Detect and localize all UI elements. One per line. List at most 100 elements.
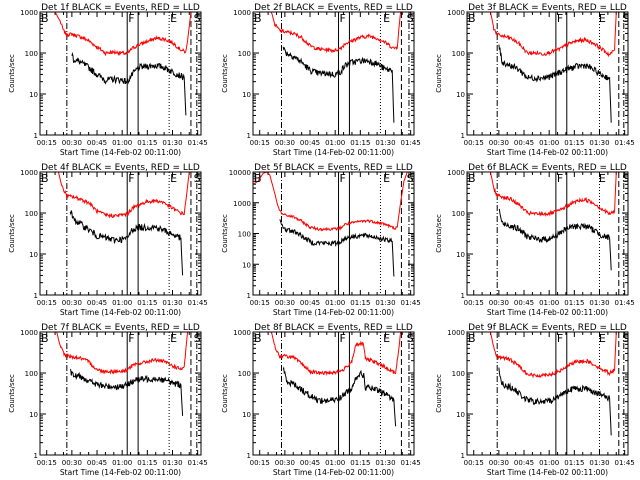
- y-tick-label: 100: [25, 370, 38, 378]
- series-events-black: [279, 219, 395, 277]
- marker-label-F: F: [340, 172, 346, 185]
- x-tick-label: 00:15: [37, 459, 57, 467]
- x-tick-label: 00:45: [514, 459, 534, 467]
- x-tick-label: 01:00: [325, 299, 345, 307]
- series-lld-red: [270, 12, 402, 54]
- series-events-black: [282, 366, 397, 427]
- marker-label-S: S: [194, 12, 201, 25]
- x-tick-label: 00:30: [62, 139, 82, 147]
- y-tick-label: 1: [461, 132, 465, 140]
- x-tick-label: 01:45: [188, 459, 208, 467]
- marker-label-E: E: [599, 12, 606, 25]
- y-tick-label: 100: [25, 50, 38, 58]
- x-tick-label: 01:00: [539, 299, 559, 307]
- panel-7: Det 7f BLACK = Events, RED = LLD Counts/s…: [8, 323, 208, 477]
- x-tick-label: 01:45: [615, 459, 635, 467]
- marker-label-B: B: [254, 172, 262, 185]
- panel-3: Det 3f BLACK = Events, RED = LLD Counts/s…: [435, 3, 635, 157]
- y-tick-label: 100: [238, 370, 251, 378]
- x-tick-label: 00:30: [275, 139, 295, 147]
- marker-label-B: B: [41, 12, 49, 25]
- marker-label-E: E: [599, 172, 606, 185]
- y-axis-label: Counts/sec: [8, 54, 16, 93]
- y-tick-label: 1: [247, 292, 251, 300]
- x-tick-label: 01:15: [137, 299, 157, 307]
- x-tick-label: 00:30: [489, 459, 509, 467]
- y-tick-label: 10: [456, 251, 465, 259]
- x-tick-label: 00:30: [489, 299, 509, 307]
- x-axis-label: Start Time (14-Feb-02 00:11:00): [487, 468, 608, 477]
- y-tick-label: 1: [247, 132, 251, 140]
- series-lld-red: [270, 332, 402, 377]
- series-events-black: [498, 44, 612, 123]
- marker-label-E: E: [383, 172, 390, 185]
- x-tick-label: 01:30: [162, 459, 182, 467]
- panel-9: Det 9f BLACK = Events, RED = LLD Counts/s…: [435, 323, 635, 477]
- x-tick-label: 01:15: [350, 299, 370, 307]
- panel-title: Det 1f BLACK = Events, RED = LLD: [41, 3, 200, 13]
- marker-label-F: F: [557, 332, 563, 345]
- marker-label-B: B: [468, 172, 476, 185]
- x-tick-label: 01:30: [375, 139, 395, 147]
- y-tick-label: 10: [242, 261, 251, 269]
- x-tick-label: 01:45: [401, 299, 421, 307]
- x-tick-label: 01:00: [325, 459, 345, 467]
- x-tick-label: 00:45: [300, 299, 320, 307]
- y-tick-label: 1000: [233, 329, 251, 337]
- marker-label-S: S: [194, 172, 201, 185]
- marker-label-S: S: [194, 332, 201, 345]
- x-tick-label: 01:00: [539, 459, 559, 467]
- y-tick-label: 1: [34, 132, 38, 140]
- y-tick-label: 1000: [233, 200, 251, 208]
- y-tick-label: 1: [461, 292, 465, 300]
- plot-frame: [252, 331, 415, 456]
- marker-label-B: B: [468, 12, 476, 25]
- y-axis-label: Counts/sec: [435, 54, 443, 93]
- x-tick-label: 00:30: [275, 459, 295, 467]
- x-tick-label: 00:15: [464, 299, 484, 307]
- y-tick-label: 1: [34, 452, 38, 460]
- x-axis-label: Start Time (14-Feb-02 00:11:00): [273, 148, 394, 157]
- y-axis-label: Counts/sec: [8, 374, 16, 413]
- plot-frame: [252, 11, 415, 136]
- series-events-black: [498, 208, 612, 271]
- marker-label-E: E: [170, 332, 177, 345]
- x-axis-label: Start Time (14-Feb-02 00:11:00): [60, 148, 181, 157]
- panel-title: Det 7f BLACK = Events, RED = LLD: [41, 323, 200, 333]
- y-tick-label: 100: [452, 210, 465, 218]
- y-axis-label: Counts/sec: [435, 214, 443, 253]
- plot-frame: [466, 171, 629, 296]
- y-tick-label: 1000: [20, 9, 38, 17]
- y-axis-label: Counts/sec: [221, 54, 229, 93]
- y-tick-label: 10: [29, 91, 38, 99]
- y-tick-label: 10: [29, 251, 38, 259]
- y-tick-label: 1000: [233, 9, 251, 17]
- y-tick-label: 10: [29, 411, 38, 419]
- series-lld-red: [490, 12, 617, 58]
- panel-title: Det 3f BLACK = Events, RED = LLD: [468, 3, 627, 13]
- x-axis-label: Start Time (14-Feb-02 00:11:00): [273, 468, 394, 477]
- panel-6: Det 6f BLACK = Events, RED = LLD Counts/s…: [435, 163, 635, 317]
- panel-8: Det 8f BLACK = Events, RED = LLD Counts/s…: [221, 323, 421, 477]
- series-events-black: [71, 51, 187, 116]
- y-tick-label: 1000: [20, 329, 38, 337]
- y-tick-label: 100: [25, 210, 38, 218]
- marker-label-B: B: [254, 332, 262, 345]
- y-tick-label: 100: [238, 231, 251, 239]
- panel-4: Det 4f BLACK = Events, RED = LLD Counts/s…: [8, 163, 208, 317]
- x-tick-label: 01:15: [350, 139, 370, 147]
- y-tick-label: 1: [247, 452, 251, 460]
- y-tick-label: 100: [238, 50, 251, 58]
- x-tick-label: 00:15: [250, 459, 270, 467]
- marker-label-F: F: [557, 172, 563, 185]
- y-tick-label: 1000: [20, 169, 38, 177]
- x-tick-label: 00:45: [300, 459, 320, 467]
- x-tick-label: 00:15: [37, 299, 57, 307]
- x-tick-label: 01:45: [401, 459, 421, 467]
- x-tick-label: 01:30: [589, 299, 609, 307]
- marker-label-F: F: [340, 12, 346, 25]
- plot-frame: [252, 171, 415, 296]
- y-tick-label: 1: [34, 292, 38, 300]
- x-tick-label: 00:45: [514, 299, 534, 307]
- y-tick-label: 1000: [447, 9, 465, 17]
